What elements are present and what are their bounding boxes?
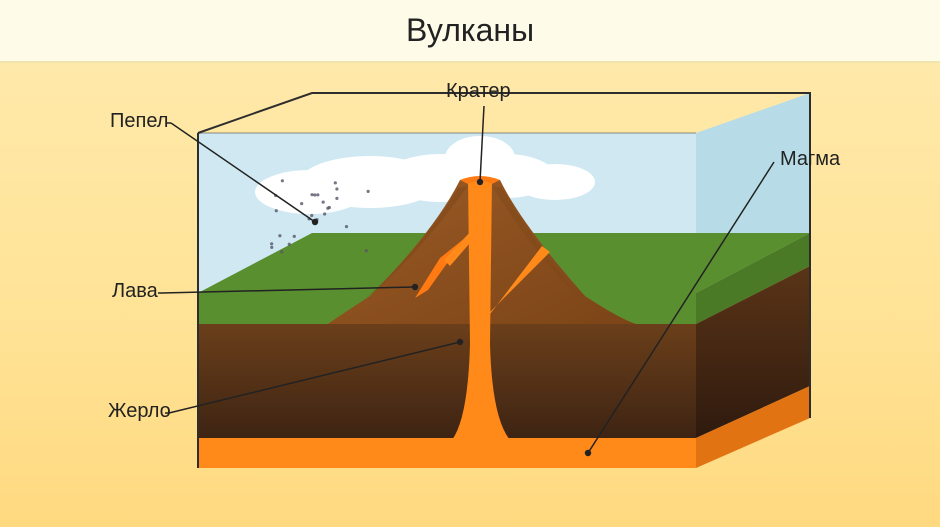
label-crater: Кратер (446, 80, 511, 103)
label-magma: Магма (780, 148, 840, 171)
label-lava: Лава (112, 280, 158, 303)
volcano-diagram: Вулканы Пепел Кратер Магма Лава Жерло (0, 0, 940, 527)
diagram-title: Вулканы (0, 12, 940, 49)
crust-front (198, 324, 696, 438)
label-ash: Пепел (110, 110, 168, 133)
label-vent: Жерло (108, 400, 171, 423)
magma-layer-front (198, 438, 696, 468)
